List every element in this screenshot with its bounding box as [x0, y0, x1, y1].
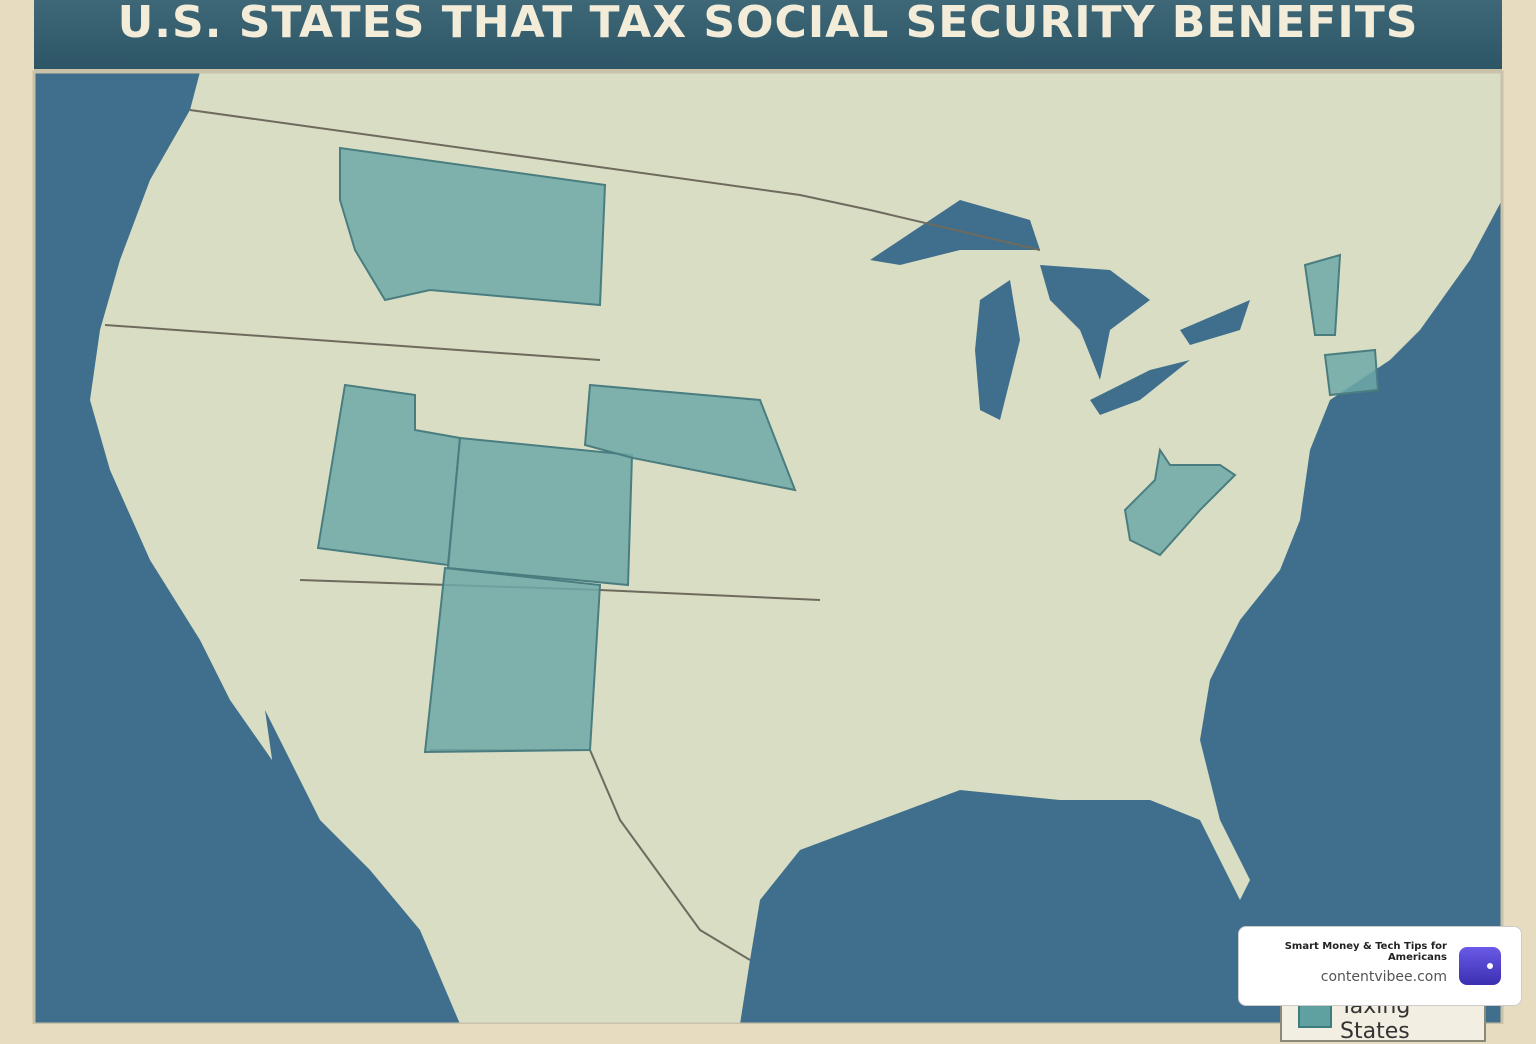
ocean [740, 200, 1502, 1024]
state-montana [339, 146, 607, 307]
state-vermont [1303, 253, 1342, 336]
state-new-mexico [423, 566, 602, 754]
lake [870, 200, 1040, 265]
badge-icon [1459, 947, 1501, 985]
ocean [34, 72, 460, 1024]
lake [1180, 300, 1250, 345]
gulf-of-california [265, 710, 360, 900]
state-colorado [446, 436, 634, 587]
lake [975, 280, 1020, 420]
state-nebraska [583, 383, 797, 492]
lake [1090, 360, 1190, 415]
lake [1040, 265, 1150, 380]
border [104, 109, 1041, 961]
badge-url: contentvibee.com [1320, 969, 1447, 985]
title: U.S. STATES THAT TAX SOCIAL SECURITY BEN… [34, 0, 1502, 72]
frame [32, 70, 1504, 1024]
badge[interactable]: Smart Money & Tech Tips for Americans co… [1238, 926, 1522, 1006]
state-west-virginia [1123, 447, 1237, 557]
badge-title: Smart Money & Tech Tips for Americans [1284, 941, 1447, 963]
state-connecticut-rhode-island [1323, 348, 1380, 397]
